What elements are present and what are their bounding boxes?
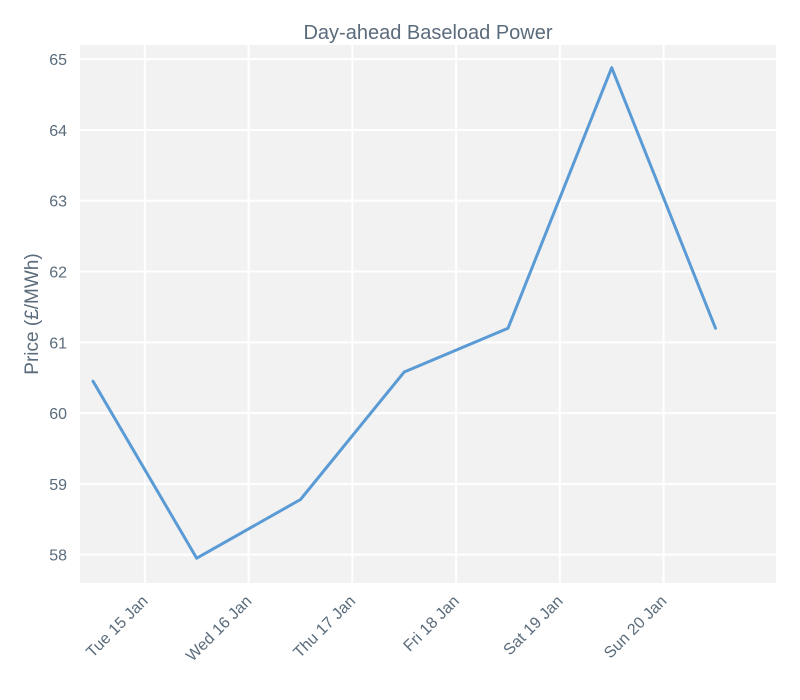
y-tick-label: 63 <box>49 194 67 211</box>
x-tick-label: Sun 20 Jan <box>601 593 670 662</box>
x-gridlines <box>143 45 665 583</box>
chart-title: Day-ahead Baseload Power <box>303 22 552 44</box>
y-tick-label: 59 <box>49 477 67 494</box>
price-series-line <box>91 66 717 560</box>
x-tick-label: Sat 19 Jan <box>501 593 567 659</box>
x-tick-label: Tue 15 Jan <box>83 593 151 661</box>
x-tick-label: Fri 18 Jan <box>401 593 463 655</box>
x-tick-labels: Tue 15 Jan Wed 16 Jan Thu 17 Jan Fri 18 Jan… <box>83 593 670 665</box>
y-tick-label: 60 <box>49 406 67 423</box>
y-tick-label: 62 <box>49 265 67 282</box>
y-axis-label: Price (£/MWh) <box>22 253 43 374</box>
plot-area <box>80 45 776 583</box>
y-tick-label: 65 <box>49 52 67 69</box>
y-gridlines <box>80 58 776 556</box>
x-tick-label: Wed 16 Jan <box>183 593 255 665</box>
y-tick-labels: 58 59 60 61 62 63 64 65 <box>49 52 67 565</box>
y-tick-label: 64 <box>49 123 67 140</box>
y-tick-label: 61 <box>49 335 67 352</box>
series-layer <box>91 66 717 560</box>
y-tick-label: 58 <box>49 548 67 565</box>
x-tick-label: Thu 17 Jan <box>291 593 360 662</box>
